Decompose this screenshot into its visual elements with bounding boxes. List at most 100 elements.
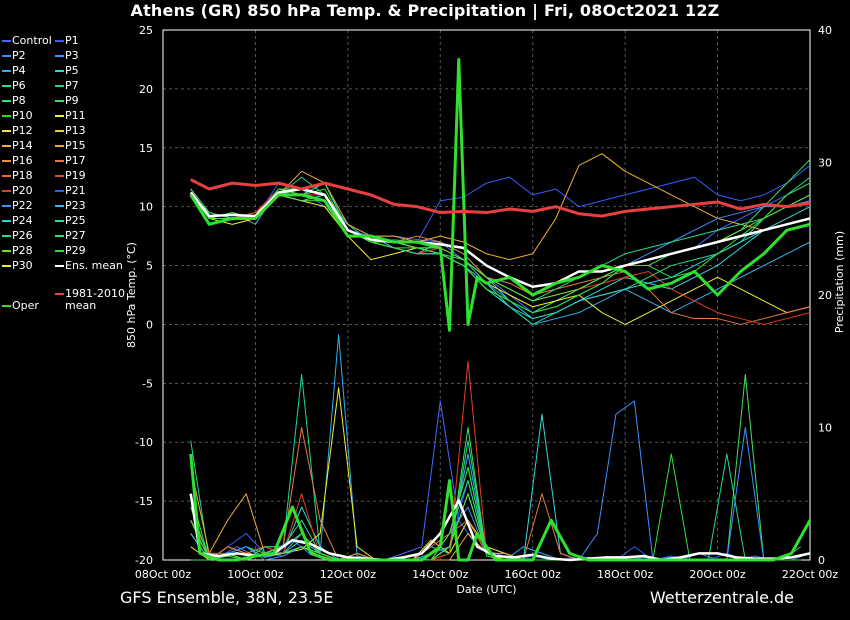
legend-item: P24 (2, 215, 33, 227)
precip-line-p4 (190, 334, 801, 561)
y-axis-label: 850 hPa Temp. (°C) (125, 242, 138, 348)
legend-item: P3 (55, 50, 79, 62)
legend-label: P27 (65, 229, 86, 242)
y-tick-label: -15 (135, 495, 153, 508)
y2-tick-label: 10 (818, 422, 832, 435)
legend-swatch (2, 100, 11, 102)
x-tick-label: 18Oct 00z (597, 568, 654, 581)
legend-label: P16 (12, 154, 33, 167)
y-tick-label: 20 (139, 83, 153, 96)
legend-label: P3 (65, 49, 79, 62)
legend-label: P7 (65, 79, 79, 92)
legend-swatch (2, 85, 11, 87)
legend-label: Oper (12, 299, 39, 312)
legend-label: P17 (65, 154, 86, 167)
legend-label: P20 (12, 184, 33, 197)
x-axis-label: Date (UTC) (456, 583, 516, 596)
legend-label: P10 (12, 109, 33, 122)
legend-swatch (2, 175, 11, 177)
y-tick-label: 15 (139, 142, 153, 155)
x-tick-label: 16Oct 00z (505, 568, 562, 581)
legend-label: P19 (65, 169, 86, 182)
legend-swatch (55, 40, 64, 42)
legend-swatch (2, 145, 11, 147)
legend-item: P29 (55, 245, 86, 257)
legend-label: P6 (12, 79, 26, 92)
legend-swatch (55, 70, 64, 72)
legend-item: P5 (55, 65, 79, 77)
legend-swatch (2, 115, 11, 117)
y2-tick-label: 0 (818, 554, 825, 567)
legend-label: P21 (65, 184, 86, 197)
legend-item: P30 (2, 260, 33, 272)
y2-tick-label: 30 (818, 157, 832, 170)
y-tick-label: 10 (139, 201, 153, 214)
y2-tick-label: 40 (818, 24, 832, 37)
legend-item: P1 (55, 35, 79, 47)
site-credit: Wetterzentrale.de (649, 588, 794, 607)
legend-label: P28 (12, 244, 33, 257)
legend-swatch (2, 305, 11, 307)
legend-item: P21 (55, 185, 86, 197)
legend-swatch (2, 70, 11, 72)
legend-label: P4 (12, 64, 26, 77)
legend-swatch (2, 235, 11, 237)
x-tick-label: 14Oct 00z (412, 568, 469, 581)
legend-item: P23 (55, 200, 86, 212)
legend-label: P2 (12, 49, 26, 62)
legend-swatch (55, 190, 64, 192)
legend-swatch (55, 145, 64, 147)
y2-axis-label: Precipitation (mm) (833, 231, 846, 333)
legend-label: P22 (12, 199, 33, 212)
legend-swatch (55, 160, 64, 162)
legend-item: P16 (2, 155, 33, 167)
chart-title: Athens (GR) 850 hPa Temp. & Precipitatio… (130, 1, 720, 20)
x-tick-label: 10Oct 00z (227, 568, 284, 581)
legend-label: P24 (12, 214, 33, 227)
legend-label: P26 (12, 229, 33, 242)
x-tick-label: 20Oct 00z (689, 568, 746, 581)
y-tick-label: 5 (146, 260, 153, 273)
legend-item: P13 (55, 125, 86, 137)
legend-label: P5 (65, 64, 79, 77)
legend-item: P12 (2, 125, 33, 137)
legend-swatch (55, 175, 64, 177)
legend-label: P14 (12, 139, 33, 152)
legend-item: Control (2, 35, 52, 47)
precip-line-oper (189, 453, 812, 562)
temp-line-ens-mean (189, 187, 811, 289)
legend-item: Ens. mean (55, 260, 123, 272)
legend-item: P2 (2, 50, 26, 62)
legend-item: P9 (55, 95, 79, 107)
legend-label: P12 (12, 124, 33, 137)
legend-swatch (2, 160, 11, 162)
legend-label: 1981-2010 mean (65, 287, 125, 312)
legend-swatch (55, 265, 64, 267)
legend-label: P18 (12, 169, 33, 182)
legend-swatch (55, 100, 64, 102)
precip-line-p17 (190, 427, 801, 561)
y2-tick-label: 20 (818, 289, 832, 302)
legend-swatch (55, 235, 64, 237)
legend-swatch (2, 250, 11, 252)
legend-item: P18 (2, 170, 33, 182)
x-tick-label: 12Oct 00z (320, 568, 377, 581)
legend-label: P9 (65, 94, 79, 107)
legend-swatch (55, 115, 64, 117)
legend-item: P6 (2, 80, 26, 92)
legend-swatch (55, 293, 64, 295)
legend-item: P8 (2, 95, 26, 107)
legend-swatch (2, 220, 11, 222)
legend-item: P4 (2, 65, 26, 77)
legend-swatch (55, 220, 64, 222)
x-tick-label: 08Oct 00z (135, 568, 192, 581)
y-tick-label: -5 (142, 377, 153, 390)
legend-swatch (55, 85, 64, 87)
legend-swatch (2, 205, 11, 207)
legend-label: P1 (65, 34, 79, 47)
legend-label: P8 (12, 94, 26, 107)
plot-frame (162, 29, 811, 561)
legend-item: P20 (2, 185, 33, 197)
legend-label: P15 (65, 139, 86, 152)
